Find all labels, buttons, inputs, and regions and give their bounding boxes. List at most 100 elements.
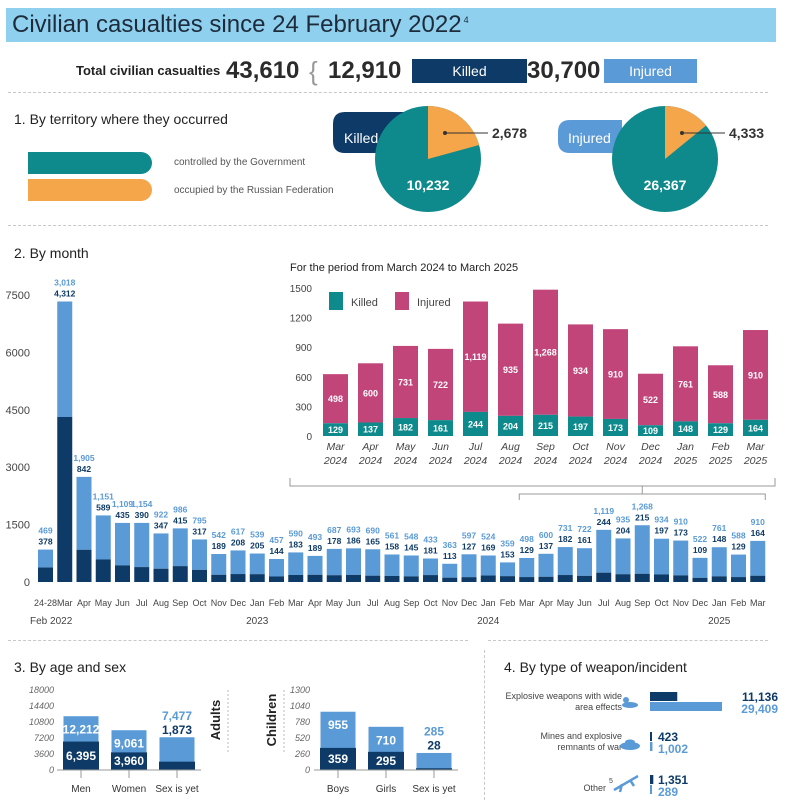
age-killed-label: 295 <box>376 754 396 768</box>
month-xtick-label: Jan <box>250 598 265 608</box>
landmine-icon-body <box>620 742 640 750</box>
month-injured-label: 457 <box>269 535 283 545</box>
inset-ytick-label: 1500 <box>290 284 313 295</box>
month-xtick-label: 24-28 <box>34 598 57 608</box>
month-bar-injured <box>172 528 188 567</box>
age-ytick-label: 520 <box>295 733 310 743</box>
month-bar-killed <box>538 576 554 582</box>
vertical-divider <box>484 650 485 800</box>
month-xtick-label: Feb <box>500 598 516 608</box>
month-killed-label: 137 <box>539 541 553 551</box>
age-killed-label: 6,395 <box>66 749 96 763</box>
inset-xtick-year: 2024 <box>638 455 663 467</box>
rifle-icon-shape <box>613 774 639 793</box>
month-bar-injured <box>596 529 612 573</box>
month-bar-injured <box>692 557 708 578</box>
weapon-bar-injured <box>650 702 722 711</box>
month-bar-killed <box>269 576 284 582</box>
month-bar-killed <box>711 576 727 582</box>
inset-bar-killed <box>603 418 628 436</box>
rifle-icon <box>613 774 639 793</box>
month-xtick-label: Mar <box>750 598 766 608</box>
inset-killed-label: 244 <box>468 419 483 429</box>
weapon-label-line1: Mines and explosive <box>540 731 622 741</box>
month-heading: 2. By month <box>14 245 89 261</box>
inset-injured-label: 731 <box>398 377 413 387</box>
legend-gov-label: controlled by the Government <box>174 157 306 168</box>
title-footnote: 4 <box>463 15 469 25</box>
age-xtick-label: Sex is yet <box>155 784 199 795</box>
inset-xtick-year: 2024 <box>568 455 593 467</box>
month-injured-label: 1,905 <box>73 453 95 463</box>
month-bar-killed <box>692 577 708 582</box>
month-bar-injured <box>750 540 766 576</box>
month-bar-killed <box>38 567 53 582</box>
month-bar-injured <box>230 550 246 575</box>
month-bar-killed <box>211 574 227 582</box>
month-killed-label: 378 <box>38 537 52 547</box>
inset-killed-label: 215 <box>538 421 553 431</box>
month-injured-label: 1,154 <box>131 499 153 509</box>
month-bar-killed <box>76 549 92 582</box>
month-xtick-label: Feb <box>269 598 285 608</box>
age-injured-label: 7,477 <box>162 709 192 723</box>
month-injured-label: 690 <box>366 525 380 535</box>
month-killed-label: 415 <box>173 515 187 525</box>
weapon-killed-value: 1,351 <box>658 773 688 787</box>
month-xtick-label: Nov <box>211 598 228 608</box>
month-injured-label: 795 <box>192 515 206 525</box>
month-bar-killed <box>731 577 746 582</box>
month-xtick-label: Feb <box>731 598 747 608</box>
month-bar-killed <box>307 574 323 582</box>
month-xtick-label: Dec <box>461 598 478 608</box>
age-bar-killed <box>320 747 356 770</box>
explosive-weapon-icon <box>622 697 638 708</box>
age-injured-label: 710 <box>376 733 396 747</box>
month-killed-label: 145 <box>404 542 418 552</box>
age-ytick-label: 14400 <box>29 701 54 711</box>
month-bar-injured <box>634 525 650 574</box>
explosive-weapon-icon-burst <box>623 697 629 703</box>
month-bar-injured <box>134 522 150 568</box>
month-killed-label: 183 <box>289 539 303 549</box>
inset-ytick-label: 0 <box>306 432 312 443</box>
month-ytick-label: 3000 <box>6 462 30 474</box>
age-bar-killed <box>159 761 195 770</box>
inset-connector <box>289 478 776 494</box>
legend-ru-label: occupied by the Russian Federation <box>174 185 334 196</box>
inset-killed-label: 109 <box>643 426 658 436</box>
inset-xtick-year: 2025 <box>673 455 698 467</box>
month-bar-killed <box>634 573 650 582</box>
totals-label: Total civilian casualties <box>76 63 221 78</box>
age-killed-label: 28 <box>427 738 441 752</box>
month-xtick-label: Dec <box>230 598 247 608</box>
month-bar-killed <box>172 566 188 582</box>
inset-bar-injured <box>463 301 488 412</box>
month-injured-label: 910 <box>674 517 688 527</box>
inset-killed-label: 161 <box>433 424 448 434</box>
month-injured-label: 359 <box>500 538 514 548</box>
month-injured-label: 693 <box>346 524 360 534</box>
inset-killed-label: 173 <box>608 423 623 433</box>
month-xtick-label: Oct <box>423 598 438 608</box>
injured-gov-value: 26,367 <box>644 177 687 193</box>
month-bar-killed <box>461 577 477 582</box>
month-bar-injured <box>557 547 573 576</box>
age-xtick-label: Women <box>112 784 146 795</box>
month-bar-killed <box>557 575 573 582</box>
month-bar-injured <box>711 547 727 577</box>
month-xtick-label: Apr <box>77 598 91 608</box>
month-bar-injured <box>673 540 689 576</box>
killed-leader-dot <box>443 131 447 135</box>
totals-killed-label: Killed <box>412 59 527 83</box>
month-killed-label: 148 <box>712 534 726 544</box>
title-bar: Civilian casualties since 24 February 20… <box>6 8 776 42</box>
inset-killed-label: 148 <box>678 424 693 434</box>
month-xtick-label: Dec <box>692 598 709 608</box>
month-bar-killed <box>423 575 438 582</box>
month-killed-label: 165 <box>366 536 380 546</box>
month-bar-injured <box>538 553 554 577</box>
killed-gov-value: 10,232 <box>407 177 450 193</box>
month-xtick-label: Nov <box>673 598 690 608</box>
inset-xtick-year: 2024 <box>428 455 453 467</box>
